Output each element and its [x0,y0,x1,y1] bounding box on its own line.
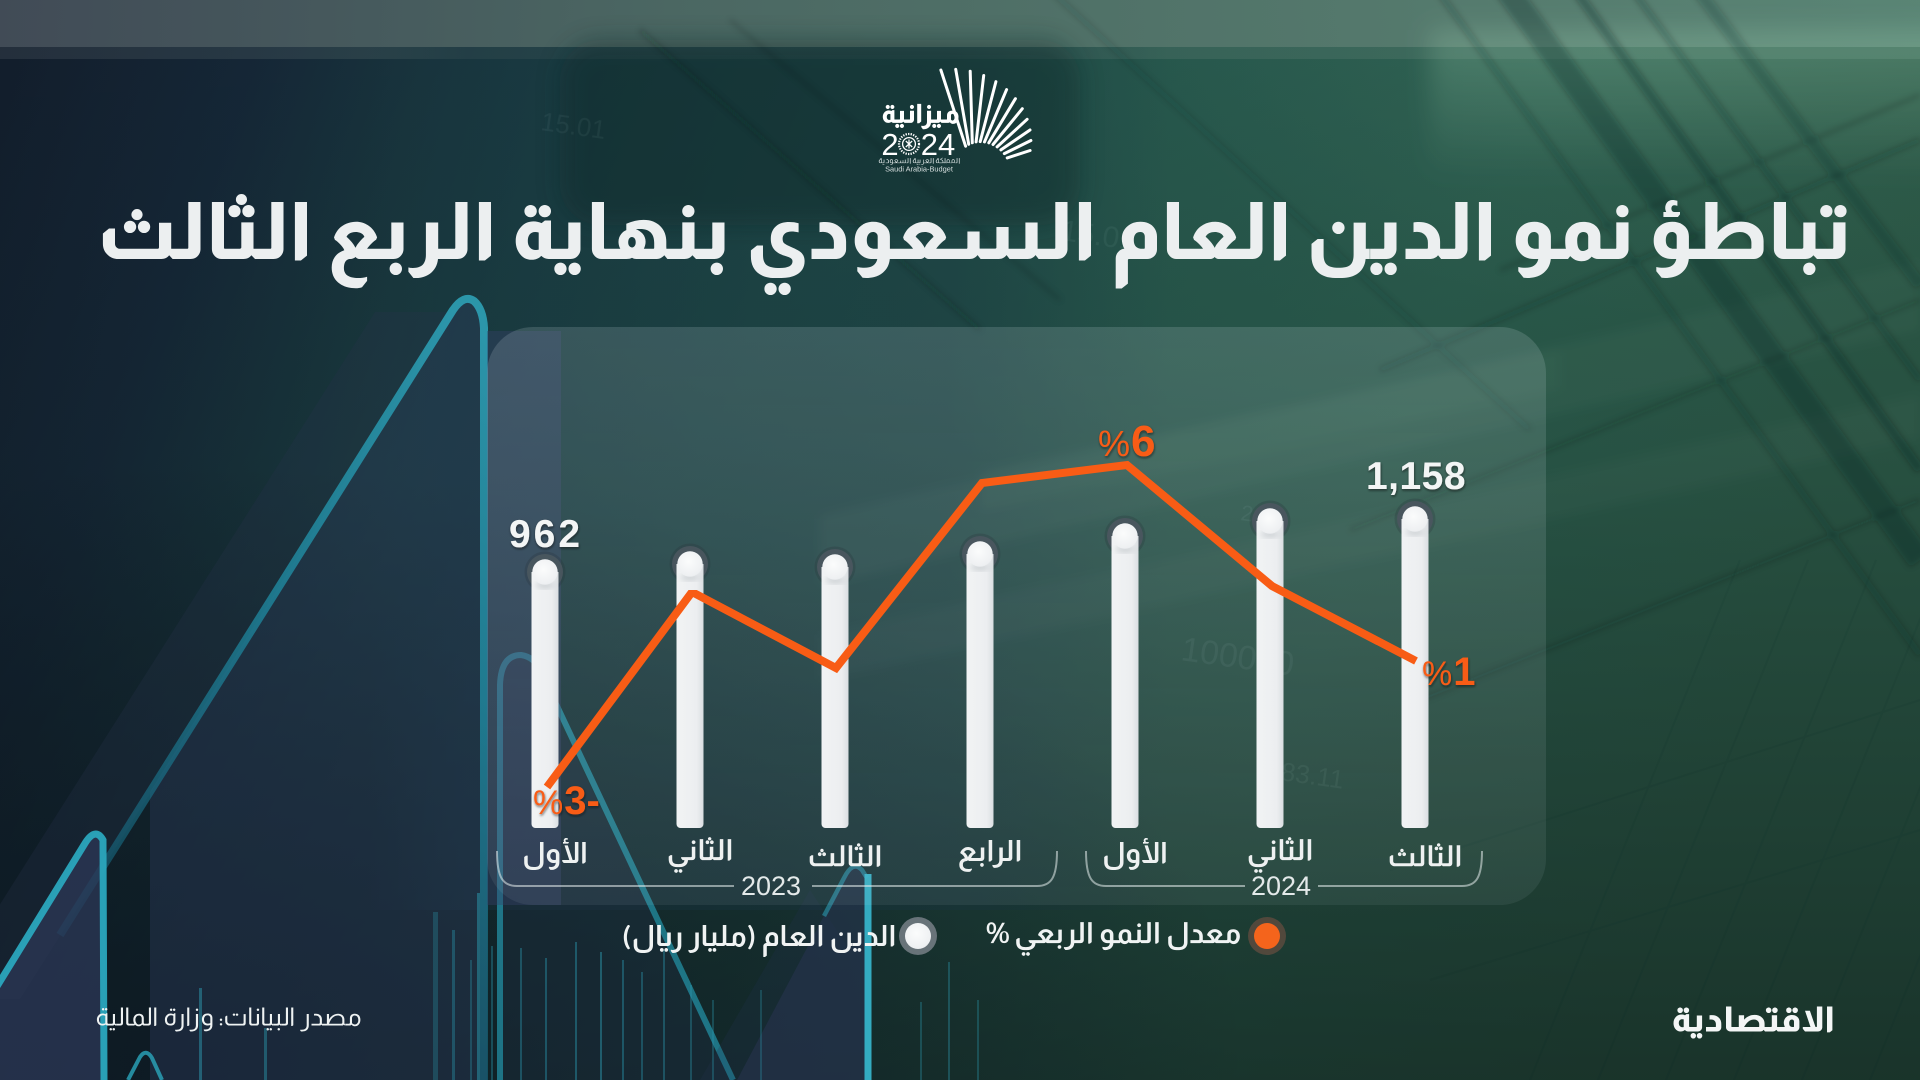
svg-text:%3-: %3- [533,779,600,823]
svg-text:Saudi Arabia-Budget: Saudi Arabia-Budget [885,165,953,174]
svg-text:1,158: 1,158 [1366,455,1466,498]
svg-text:2023: 2023 [741,871,801,901]
svg-text:2024: 2024 [1251,871,1311,901]
svg-text:24: 24 [921,127,955,162]
svg-text:%1: %1 [1422,650,1475,694]
svg-text:%6: %6 [1098,417,1156,466]
svg-text:962: 962 [509,513,583,556]
svg-text:2: 2 [881,127,898,162]
